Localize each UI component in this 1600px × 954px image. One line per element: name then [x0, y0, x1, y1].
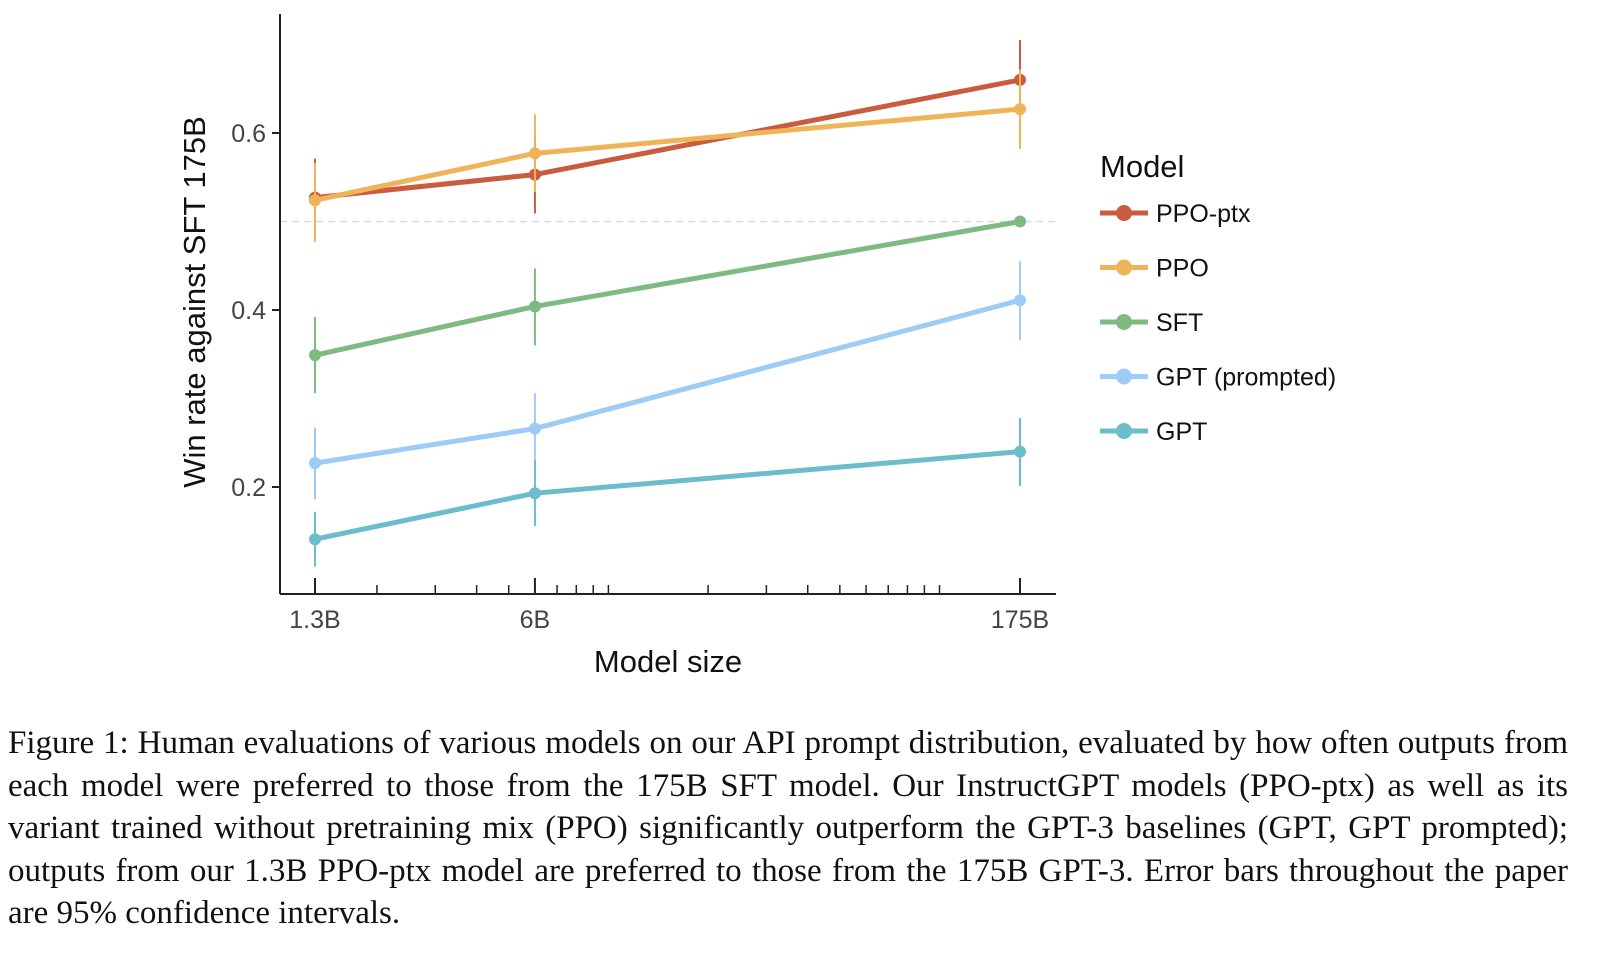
data-point	[309, 194, 321, 207]
series-layer	[309, 40, 1026, 567]
legend-item: SFT	[1100, 309, 1203, 337]
y-tick-label: 0.6	[231, 120, 266, 148]
legend-swatch-point	[1116, 259, 1132, 276]
legend-label: PPO-ptx	[1156, 200, 1251, 228]
legend-title: Model	[1100, 149, 1184, 184]
legend-item: GPT	[1100, 418, 1207, 446]
axes-layer: 0.2 0.4 0.6 1.3B 6B 175B Model size Win rate ag…	[177, 14, 1056, 679]
series-gpt-prompted-	[309, 261, 1026, 500]
legend-item: PPO	[1100, 255, 1209, 283]
legend-swatch-point	[1116, 314, 1132, 330]
legend: Model PPO-ptx PPO SFT GPT (prompted) GPT	[1100, 149, 1336, 446]
x-tick-label: 1.3B	[289, 606, 340, 634]
legend-item: PPO-ptx	[1100, 200, 1251, 228]
chart: 0.2 0.4 0.6 1.3B 6B 175B Model size Win rate ag…	[177, 14, 1336, 679]
data-point	[1014, 215, 1026, 228]
y-tick-label: 0.2	[231, 474, 266, 502]
legend-swatch-point	[1116, 423, 1132, 439]
series-line	[314, 219, 1021, 358]
data-point	[309, 349, 321, 362]
series-line	[314, 297, 1021, 466]
data-point	[528, 300, 541, 313]
data-point	[1014, 294, 1026, 307]
data-point	[1014, 445, 1026, 458]
legend-label: GPT	[1156, 418, 1207, 446]
y-tick-label: 0.4	[231, 297, 266, 325]
legend-item: GPT (prompted)	[1100, 364, 1336, 392]
series-sft	[309, 215, 1026, 394]
series-ppo	[309, 69, 1026, 242]
data-point	[528, 147, 541, 160]
y-axis-title: Win rate against SFT 175B	[177, 116, 212, 488]
legend-swatch-point	[1116, 205, 1132, 221]
data-point	[528, 487, 541, 500]
legend-label: GPT (prompted)	[1156, 364, 1336, 392]
data-point	[1014, 103, 1026, 116]
x-axis-title: Model size	[594, 644, 742, 679]
x-tick-label: 175B	[991, 606, 1049, 634]
chart-svg: 0.2 0.4 0.6 1.3B 6B 175B Model size Win rate ag…	[177, 14, 1336, 679]
series-line	[314, 449, 1021, 542]
legend-label: PPO	[1156, 255, 1209, 283]
x-tick-label: 6B	[520, 606, 551, 634]
series-gpt	[309, 417, 1026, 567]
data-point	[528, 422, 541, 435]
legend-label: SFT	[1156, 309, 1203, 337]
figure-caption: Figure 1: Human evaluations of various m…	[8, 725, 1568, 931]
series-ppo-ptx	[309, 40, 1026, 237]
data-point	[309, 533, 321, 546]
data-point	[309, 457, 321, 470]
legend-swatch-point	[1116, 368, 1132, 385]
